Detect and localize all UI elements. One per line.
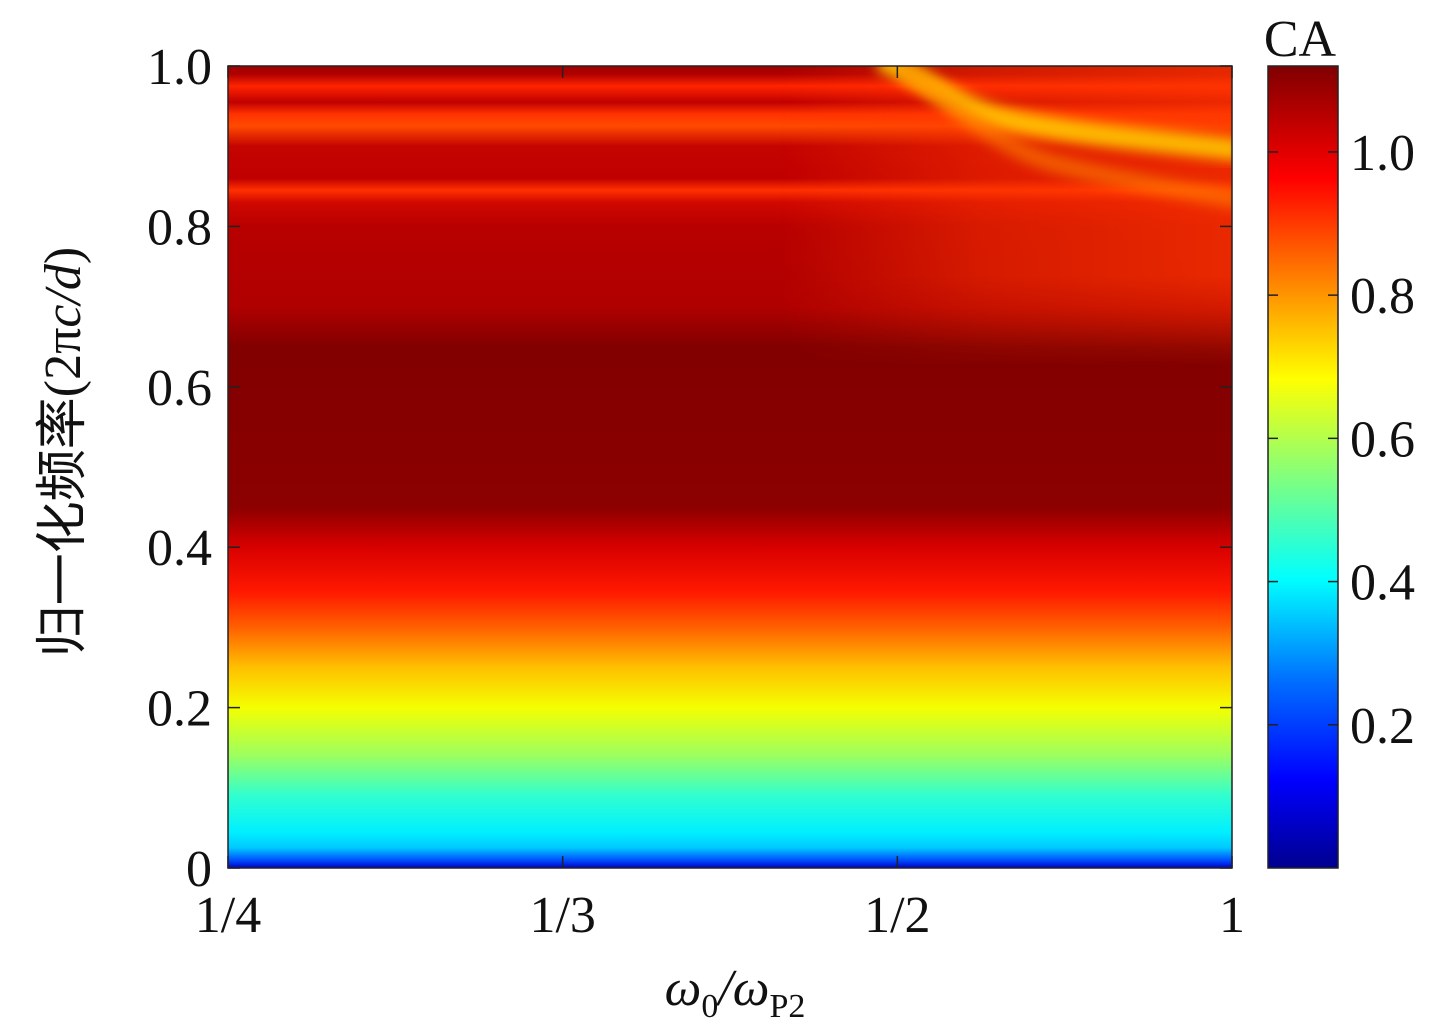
x-tick-label: 1 bbox=[1219, 887, 1245, 944]
x-tick-label: 1/2 bbox=[864, 887, 930, 944]
plot-frame bbox=[227, 65, 1233, 869]
y-tick-label: 0.4 bbox=[147, 520, 212, 577]
colorbar-tick-label: 1.0 bbox=[1350, 125, 1415, 182]
y-tick-label: 0.2 bbox=[147, 681, 212, 738]
colorbar-tick-label: 0.2 bbox=[1350, 698, 1415, 755]
colorbar-gradient bbox=[1268, 66, 1338, 868]
y-axis-label: 归一化频率(2πc/d) bbox=[35, 247, 92, 657]
x-axis-label: ω0/ωP2 bbox=[665, 960, 806, 1025]
heatmap-upper-right-region bbox=[228, 66, 1232, 366]
colorbar-tick-label: 0.8 bbox=[1350, 268, 1415, 325]
colorbar-tick-label: 0.4 bbox=[1350, 555, 1415, 612]
x-tick-label: 1/3 bbox=[529, 887, 595, 944]
colorbar-frame bbox=[1267, 65, 1339, 869]
y-tick-label: 0.8 bbox=[147, 199, 212, 256]
colorbar-title: CA bbox=[1264, 11, 1337, 68]
heatmap-plot-area bbox=[228, 66, 1232, 868]
y-tick-label: 0 bbox=[186, 841, 212, 898]
x-tick-label: 1/4 bbox=[195, 887, 261, 944]
colorbar: CA 0.2 0.4 0.6 0.8 1.0 bbox=[1264, 11, 1415, 869]
y-axis: 0 0.2 0.4 0.6 0.8 1.0 bbox=[147, 39, 1232, 898]
colorbar-tick-label: 0.6 bbox=[1350, 411, 1415, 468]
heatmap-orange-band bbox=[894, 66, 1232, 208]
colorbar-ticks: 0.2 0.4 0.6 0.8 1.0 bbox=[1268, 125, 1415, 755]
y-tick-label: 0.6 bbox=[147, 360, 212, 417]
y-tick-label: 1.0 bbox=[147, 39, 212, 96]
x-axis: 1/4 1/3 1/2 1 bbox=[195, 66, 1245, 944]
